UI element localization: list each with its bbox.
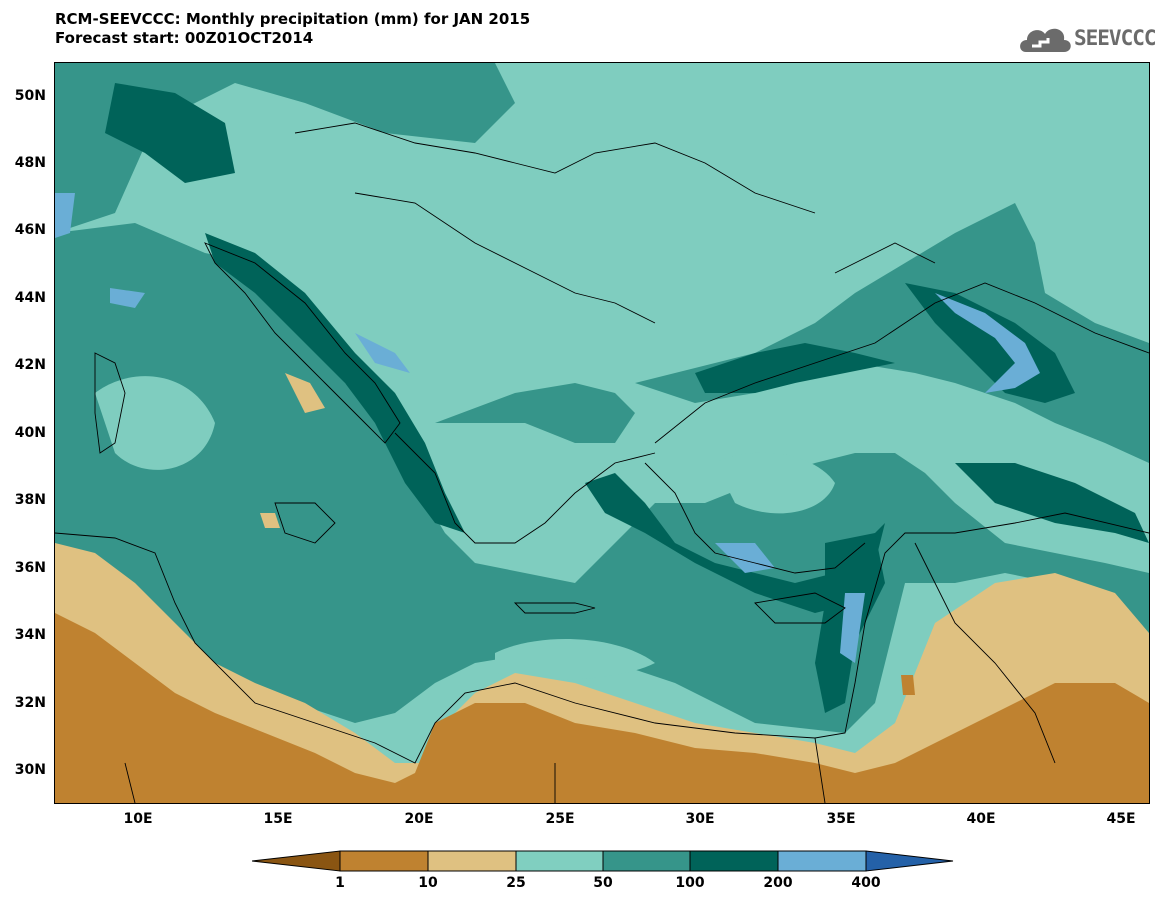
lon-tick: 35E	[826, 811, 856, 827]
lat-tick: 36N	[14, 560, 46, 576]
colorbar-segment-200-400	[777, 850, 867, 872]
colorbar-segment-100-200	[689, 850, 779, 872]
colorbar-label: 25	[506, 875, 526, 891]
lat-tick: 38N	[14, 492, 46, 508]
lon-tick: 30E	[685, 811, 715, 827]
zone-1-10	[55, 613, 1149, 803]
lon-tick: 15E	[263, 811, 293, 827]
lat-tick: 44N	[14, 290, 46, 306]
lon-tick: 25E	[545, 811, 575, 827]
lon-tick: 45E	[1106, 811, 1136, 827]
colorbar-label: 100	[675, 875, 705, 891]
title-line-1: RCM-SEEVCCC: Monthly precipitation (mm) …	[55, 10, 531, 28]
colorbar-segment-10-25	[427, 850, 517, 872]
lat-tick: 48N	[14, 155, 46, 171]
colorbar	[252, 850, 954, 872]
zone-200-400	[55, 193, 1040, 663]
colorbar-segment-1-10	[339, 850, 429, 872]
colorbar-label: 50	[593, 875, 613, 891]
cloud-icon	[1020, 28, 1071, 52]
lon-tick: 40E	[966, 811, 996, 827]
colorbar-segment-gt400	[865, 850, 954, 872]
lat-tick: 40N	[14, 425, 46, 441]
colorbar-segment-lt1	[252, 850, 341, 872]
lat-tick: 46N	[14, 222, 46, 238]
colorbar-segment-50-100	[602, 850, 691, 872]
zone-10-25	[55, 373, 1149, 803]
colorbar-label: 400	[851, 875, 881, 891]
colorbar-label: 10	[418, 875, 438, 891]
colorbar-label: 200	[763, 875, 793, 891]
seevccc-logo: SEEVCCC	[1018, 22, 1157, 56]
colorbar-label: 1	[335, 875, 345, 891]
lat-tick: 30N	[14, 762, 46, 778]
chart-title: RCM-SEEVCCC: Monthly precipitation (mm) …	[55, 10, 530, 48]
lat-tick: 34N	[14, 627, 46, 643]
lon-tick: 10E	[123, 811, 153, 827]
coastlines	[55, 122, 1149, 803]
lat-tick: 42N	[14, 357, 46, 373]
lat-tick: 50N	[14, 88, 46, 104]
lat-tick: 32N	[14, 695, 46, 711]
precipitation-map	[54, 62, 1150, 804]
lon-tick: 20E	[404, 811, 434, 827]
title-line-2: Forecast start: 00Z01OCT2014	[55, 29, 314, 47]
colorbar-segment-25-50	[515, 850, 604, 872]
logo-text: SEEVCCC	[1074, 26, 1157, 50]
